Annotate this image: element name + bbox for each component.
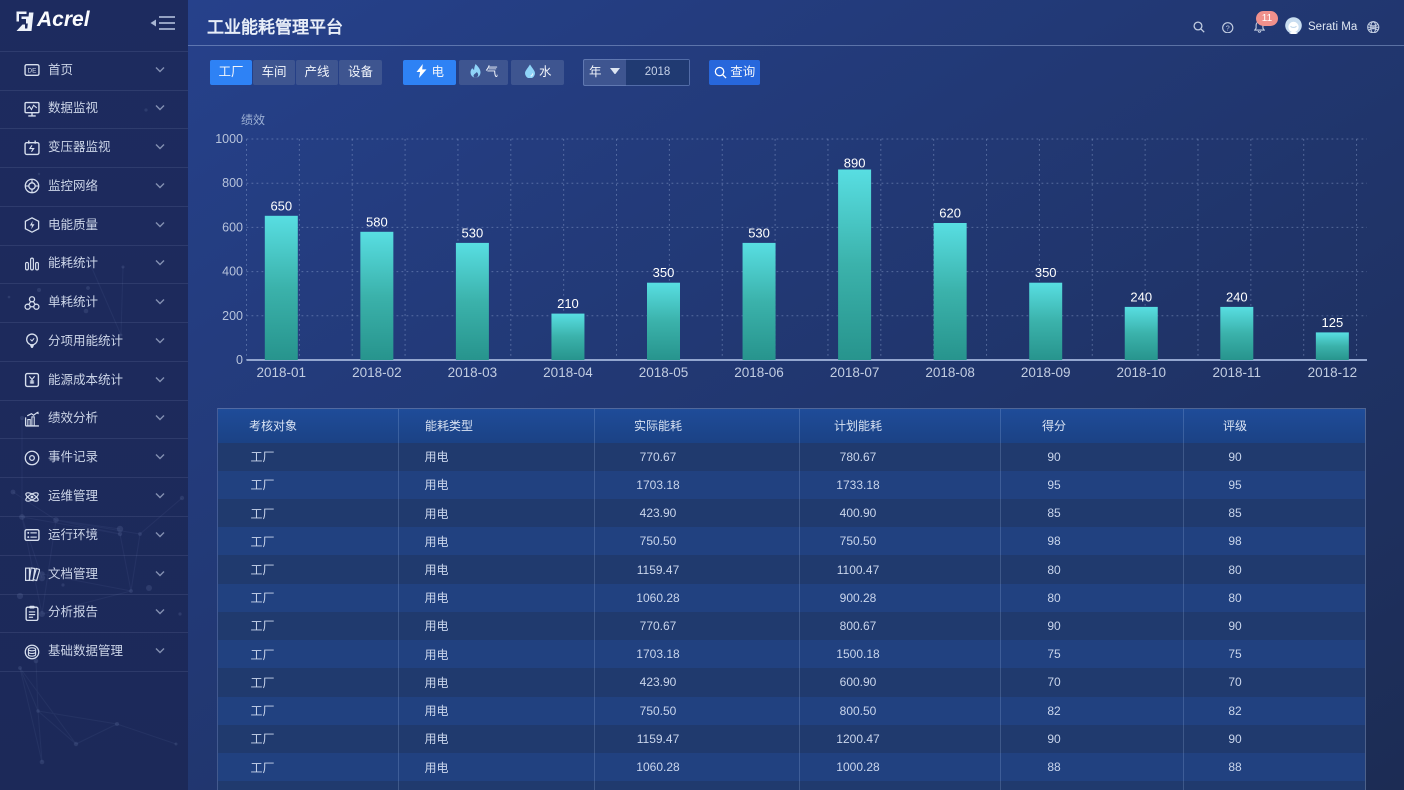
svg-text:DE: DE	[28, 68, 37, 75]
svg-text:580: 580	[366, 214, 388, 229]
svg-text:2018-10: 2018-10	[1116, 365, 1166, 380]
svg-text:2018-06: 2018-06	[734, 365, 784, 380]
svg-text:2018-07: 2018-07	[830, 365, 880, 380]
svg-text:600: 600	[222, 220, 243, 234]
svg-text:530: 530	[462, 225, 484, 240]
svg-text:2018-09: 2018-09	[1021, 365, 1071, 380]
svg-text:2018-01: 2018-01	[257, 365, 307, 380]
svg-text:400: 400	[222, 265, 243, 279]
svg-text:2018-04: 2018-04	[543, 365, 593, 380]
svg-text:800: 800	[222, 176, 243, 190]
svg-text:890: 890	[844, 156, 866, 171]
svg-text:240: 240	[1226, 289, 1248, 304]
svg-text:2018-08: 2018-08	[925, 365, 975, 380]
svg-text:2018-05: 2018-05	[639, 365, 689, 380]
svg-text:2018-11: 2018-11	[1213, 365, 1262, 380]
svg-text:绩效: 绩效	[241, 112, 265, 127]
svg-text:240: 240	[1130, 289, 1152, 304]
svg-text:2018-03: 2018-03	[448, 365, 498, 380]
svg-text:0: 0	[236, 353, 243, 367]
svg-text:2018-02: 2018-02	[352, 365, 402, 380]
svg-text:650: 650	[270, 198, 292, 213]
svg-text:1000: 1000	[215, 132, 243, 146]
svg-text:620: 620	[939, 206, 961, 221]
svg-text:125: 125	[1321, 315, 1343, 330]
svg-text:530: 530	[748, 225, 770, 240]
svg-text:200: 200	[222, 309, 243, 323]
svg-text:350: 350	[653, 265, 675, 280]
svg-text:210: 210	[557, 296, 579, 311]
svg-text:2018-12: 2018-12	[1308, 365, 1358, 380]
svg-text:?: ?	[1226, 24, 1230, 32]
svg-text:350: 350	[1035, 265, 1057, 280]
